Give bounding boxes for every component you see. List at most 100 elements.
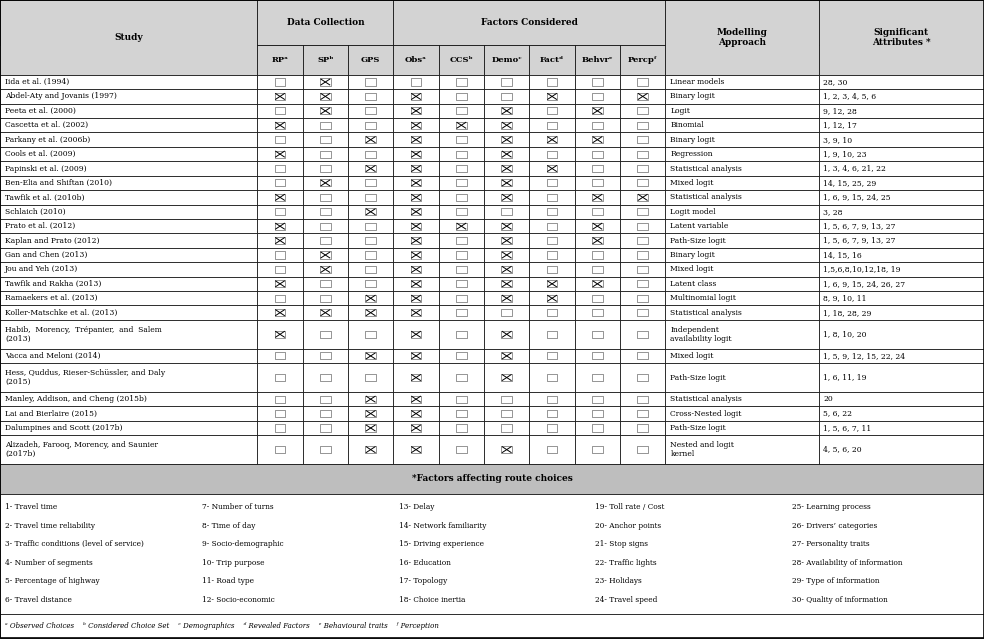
- Text: Binary logit: Binary logit: [670, 251, 715, 259]
- Bar: [394, 176, 439, 190]
- Bar: [0, 406, 258, 420]
- Bar: [0, 219, 258, 233]
- Bar: [529, 392, 575, 406]
- Bar: [258, 262, 303, 277]
- Text: Papinski et al. (2009): Papinski et al. (2009): [5, 165, 87, 172]
- Bar: [547, 446, 558, 453]
- Bar: [410, 208, 421, 215]
- Text: Logit: Logit: [670, 107, 690, 115]
- Text: 26- Drivers’ categories: 26- Drivers’ categories: [792, 522, 878, 529]
- Bar: [275, 251, 285, 258]
- Text: 1, 5, 9, 12, 15, 22, 24: 1, 5, 9, 12, 15, 22, 24: [824, 352, 905, 360]
- Text: *Factors affecting route choices: *Factors affecting route choices: [411, 474, 573, 483]
- Text: Nested and logit
kernel: Nested and logit kernel: [670, 441, 734, 458]
- Text: Manley, Addison, and Cheng (2015b): Manley, Addison, and Cheng (2015b): [5, 395, 147, 403]
- Bar: [665, 406, 819, 420]
- Bar: [819, 233, 984, 248]
- Text: Parkany et al. (2006b): Parkany et al. (2006b): [5, 136, 91, 144]
- Bar: [819, 420, 984, 435]
- Text: SPᵇ: SPᵇ: [317, 56, 334, 64]
- Text: Iida et al. (1994): Iida et al. (1994): [5, 78, 69, 86]
- Bar: [456, 165, 466, 172]
- Bar: [365, 93, 376, 100]
- Bar: [592, 309, 603, 316]
- Bar: [819, 104, 984, 118]
- Bar: [575, 204, 620, 219]
- Bar: [638, 331, 648, 338]
- Bar: [575, 190, 620, 204]
- Bar: [394, 262, 439, 277]
- Bar: [547, 165, 558, 172]
- Text: 16- Education: 16- Education: [399, 559, 451, 567]
- Text: 7- Number of turns: 7- Number of turns: [202, 503, 274, 511]
- Text: Mixed logit: Mixed logit: [670, 352, 713, 360]
- Bar: [365, 295, 376, 302]
- Bar: [0, 420, 258, 435]
- Text: 23- Holidays: 23- Holidays: [595, 578, 643, 585]
- Bar: [456, 93, 466, 100]
- Bar: [575, 104, 620, 118]
- Bar: [547, 237, 558, 244]
- Text: ᵃ Observed Choices    ᵇ Considered Choice Set    ᶜ Demographics    ᵈ Revealed Fa: ᵃ Observed Choices ᵇ Considered Choice S…: [5, 622, 439, 630]
- Bar: [529, 248, 575, 262]
- Bar: [410, 179, 421, 187]
- Bar: [348, 89, 394, 104]
- Bar: [620, 248, 665, 262]
- Bar: [592, 122, 603, 129]
- Bar: [575, 291, 620, 306]
- Bar: [365, 374, 376, 381]
- Bar: [501, 331, 512, 338]
- Bar: [547, 194, 558, 201]
- Bar: [665, 190, 819, 204]
- Bar: [0, 392, 258, 406]
- Bar: [575, 363, 620, 392]
- Text: Statistical analysis: Statistical analysis: [670, 165, 742, 172]
- Bar: [638, 107, 648, 114]
- Bar: [394, 190, 439, 204]
- Bar: [348, 277, 394, 291]
- Bar: [638, 237, 648, 244]
- Bar: [456, 353, 466, 360]
- Bar: [484, 233, 529, 248]
- Text: 30- Quality of information: 30- Quality of information: [792, 596, 888, 604]
- Text: Mixed logit: Mixed logit: [670, 179, 713, 187]
- Bar: [258, 363, 303, 392]
- Bar: [275, 136, 285, 143]
- Bar: [638, 395, 648, 403]
- Bar: [638, 446, 648, 453]
- Bar: [547, 208, 558, 215]
- Bar: [275, 222, 285, 229]
- Bar: [0, 291, 258, 306]
- Bar: [456, 208, 466, 215]
- Bar: [819, 406, 984, 420]
- Bar: [592, 222, 603, 229]
- Bar: [439, 248, 484, 262]
- Bar: [547, 280, 558, 287]
- Bar: [320, 194, 331, 201]
- Bar: [394, 406, 439, 420]
- Bar: [320, 353, 331, 360]
- Bar: [320, 424, 331, 431]
- Bar: [348, 320, 394, 349]
- Bar: [638, 295, 648, 302]
- Bar: [529, 118, 575, 133]
- Bar: [484, 306, 529, 320]
- Bar: [620, 363, 665, 392]
- Bar: [620, 349, 665, 363]
- Text: Behvrᵉ: Behvrᵉ: [582, 56, 613, 64]
- Bar: [303, 306, 348, 320]
- Bar: [620, 219, 665, 233]
- Bar: [665, 147, 819, 162]
- Bar: [275, 446, 285, 453]
- Bar: [456, 107, 466, 114]
- Text: Hess, Quddus, Rieser-Schüssler, and Daly
(2015): Hess, Quddus, Rieser-Schüssler, and Daly…: [5, 369, 165, 386]
- Bar: [529, 306, 575, 320]
- Bar: [575, 147, 620, 162]
- Bar: [484, 262, 529, 277]
- Text: 1, 2, 3, 4, 5, 6: 1, 2, 3, 4, 5, 6: [824, 92, 877, 101]
- Bar: [410, 165, 421, 172]
- Bar: [394, 320, 439, 349]
- Bar: [258, 392, 303, 406]
- Bar: [484, 176, 529, 190]
- Bar: [529, 262, 575, 277]
